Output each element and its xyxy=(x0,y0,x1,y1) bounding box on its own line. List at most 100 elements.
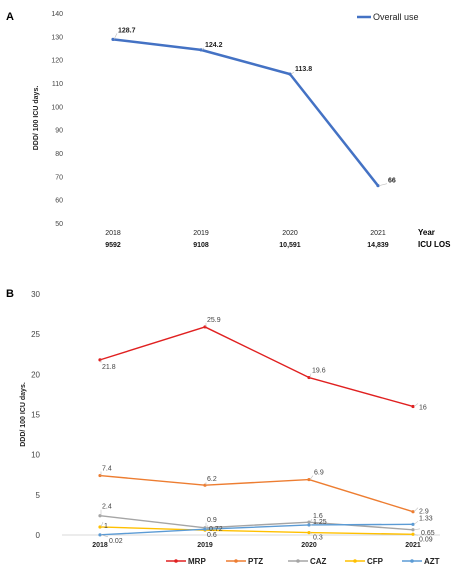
data-label-leader xyxy=(309,373,312,378)
data-label-leader xyxy=(413,403,419,407)
data-label-leader xyxy=(309,518,313,523)
data-point xyxy=(98,533,102,537)
y-tick-label: 20 xyxy=(31,370,40,379)
legend-marker xyxy=(353,559,357,563)
data-label-leader xyxy=(309,475,314,480)
y-tick-label: 5 xyxy=(36,491,41,500)
data-label: 0.65 xyxy=(421,530,435,537)
series-line-cfp xyxy=(99,526,414,535)
series-line-azt xyxy=(99,523,414,536)
data-point xyxy=(411,510,415,514)
data-label-leader xyxy=(290,71,295,75)
icu-los-value: 9108 xyxy=(193,242,209,249)
legend-label: CFP xyxy=(367,557,384,566)
y-tick-label: 90 xyxy=(55,128,63,135)
data-label: 113.8 xyxy=(295,66,312,73)
x-tick-label: 2019 xyxy=(193,230,209,237)
x-tick-label: 2018 xyxy=(105,230,121,237)
data-label-leader xyxy=(113,33,118,40)
y-tick-label: 120 xyxy=(51,58,63,65)
x-axis-label: Year xyxy=(418,228,435,237)
data-label-leader xyxy=(100,521,104,528)
data-label-leader xyxy=(413,521,419,525)
y-tick-label: 130 xyxy=(51,34,63,41)
legend-marker xyxy=(174,559,178,563)
series-line-overall-use xyxy=(112,38,379,187)
y-tick-label: 140 xyxy=(51,11,63,18)
data-point xyxy=(376,184,380,188)
icu-los-value: 10,591 xyxy=(279,242,301,249)
panel-label: B xyxy=(6,288,14,300)
data-point xyxy=(411,528,415,532)
data-label-leader xyxy=(378,183,388,186)
data-point xyxy=(307,375,311,380)
data-label: 0.9 xyxy=(207,517,217,524)
data-label: 1.33 xyxy=(419,515,433,522)
x-tick-label: 2021 xyxy=(370,230,386,237)
y-tick-label: 25 xyxy=(31,330,40,339)
data-point xyxy=(307,530,311,535)
data-label: 6.9 xyxy=(314,470,324,477)
data-point xyxy=(98,525,102,529)
data-point xyxy=(307,520,311,524)
data-label: 128.7 xyxy=(118,27,136,34)
data-label-leader xyxy=(413,528,421,531)
data-point xyxy=(411,522,415,526)
data-label-leader xyxy=(309,532,313,534)
legend-label: AZT xyxy=(424,557,440,566)
data-label: 21.8 xyxy=(102,364,116,371)
data-label: 19.6 xyxy=(312,368,326,375)
y-tick-label: 80 xyxy=(55,151,63,158)
chart-panel-B: B 0 5 10 15 20 25 30 DDD/ 100 ICU days. 2018 2019 2… xyxy=(6,288,440,566)
y-tick-label: 60 xyxy=(55,198,63,205)
y-axis-label: DDD/ 100 ICU days. xyxy=(20,382,27,447)
data-label-leader xyxy=(413,507,419,512)
data-point xyxy=(307,477,311,482)
y-tick-label: 30 xyxy=(31,290,40,299)
data-label: 2.9 xyxy=(419,509,429,516)
icu-los-value: 14,839 xyxy=(367,242,389,249)
legend-marker xyxy=(410,559,414,563)
data-point xyxy=(411,404,415,409)
legend-marker xyxy=(234,559,238,563)
data-label: 25.9 xyxy=(207,317,221,324)
data-point xyxy=(288,72,292,76)
icu-los-value: 9592 xyxy=(105,242,121,249)
panel-label: A xyxy=(6,11,14,23)
data-label-leader xyxy=(100,534,109,538)
data-point xyxy=(307,523,311,527)
data-label: 0.72 xyxy=(209,526,223,533)
legend-label: MRP xyxy=(188,557,206,566)
legend-label: CAZ xyxy=(310,557,327,566)
data-label: 0.09 xyxy=(419,536,433,543)
legend-label: Overall use xyxy=(373,12,419,22)
data-label: 1.25 xyxy=(313,519,327,526)
y-tick-label: 0 xyxy=(36,531,41,540)
data-point xyxy=(411,532,415,536)
data-label-leader xyxy=(205,525,209,530)
x-tick-label: 2018 xyxy=(92,542,108,549)
data-label: 1 xyxy=(104,523,108,530)
data-point xyxy=(199,48,203,52)
data-label: 66 xyxy=(388,178,396,185)
data-point xyxy=(111,37,115,41)
data-label: 0.6 xyxy=(207,532,217,539)
legend-label: PTZ xyxy=(248,557,263,566)
series-line-caz xyxy=(99,515,414,531)
y-tick-label: 110 xyxy=(52,81,63,88)
x-tick-label: 2019 xyxy=(197,542,213,549)
data-label: 0.3 xyxy=(313,535,323,542)
chart-panel-A: A 50 60 70 80 90 100 110 120 130 140 DDD/ 100 ICU d… xyxy=(6,11,451,249)
data-label: 6.2 xyxy=(207,476,217,483)
y-tick-label: 10 xyxy=(31,451,40,460)
data-label: 1.6 xyxy=(313,513,323,520)
y-axis-label: DDD/ 100 ICU days. xyxy=(33,86,40,151)
data-point xyxy=(203,527,207,531)
x-tick-label: 2021 xyxy=(405,542,421,549)
legend-marker xyxy=(296,559,300,563)
icu-los-label: ICU LOS xyxy=(418,240,451,249)
data-label: 2.4 xyxy=(102,504,112,511)
y-tick-label: 100 xyxy=(51,104,63,111)
x-tick-label: 2020 xyxy=(282,230,298,237)
